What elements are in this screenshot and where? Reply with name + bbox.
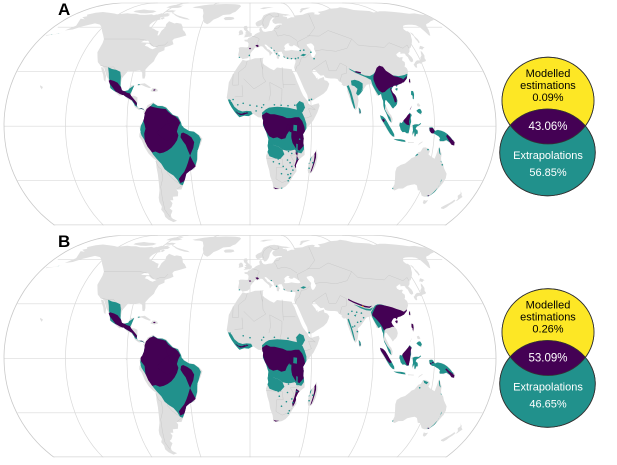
- svg-text:0.26%: 0.26%: [532, 324, 563, 336]
- svg-text:0.09%: 0.09%: [532, 92, 563, 104]
- svg-text:56.85%: 56.85%: [529, 167, 567, 179]
- svg-text:B: B: [58, 232, 70, 251]
- svg-text:Extrapolations: Extrapolations: [513, 150, 583, 162]
- svg-text:estimations: estimations: [520, 312, 576, 324]
- svg-text:46.65%: 46.65%: [529, 399, 567, 411]
- svg-text:Modelled: Modelled: [526, 68, 571, 80]
- svg-text:Extrapolations: Extrapolations: [513, 382, 583, 394]
- svg-text:53.09%: 53.09%: [528, 353, 567, 365]
- svg-text:estimations: estimations: [520, 80, 576, 92]
- svg-text:A: A: [58, 0, 70, 19]
- svg-text:Modelled: Modelled: [526, 300, 571, 312]
- svg-text:43.06%: 43.06%: [528, 121, 567, 133]
